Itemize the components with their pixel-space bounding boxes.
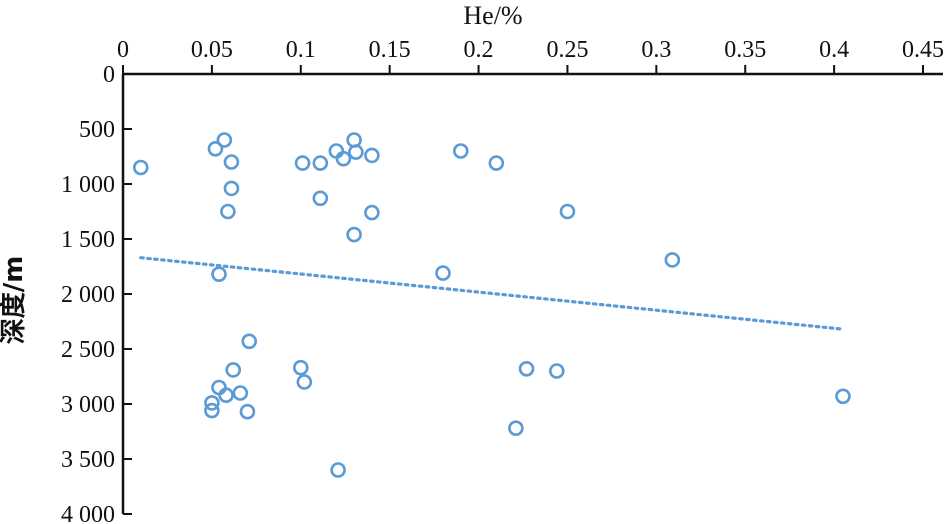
x-tick-label: 0.25 (546, 37, 588, 63)
y-tick-label: 0 (103, 62, 115, 88)
x-tick-label: 0.4 (819, 37, 849, 63)
y-tick-label: 2 500 (61, 337, 115, 363)
data-point (664, 252, 681, 268)
axes (121, 72, 943, 514)
trend-line (139, 256, 845, 331)
data-point (348, 144, 364, 160)
y-ticks: 0 500 1 000 1 500 2 000 2 500 3 000 3 500 4 000 (61, 62, 132, 524)
data-point (335, 150, 352, 167)
y-axis-title: 深度/m (0, 256, 29, 345)
x-tick-label: 0.15 (369, 37, 411, 63)
x-axis-title: He/% (463, 1, 522, 30)
data-point (548, 363, 565, 379)
data-point (330, 462, 346, 478)
x-tick-label: 0 (117, 37, 129, 63)
data-point (559, 203, 576, 220)
y-tick-label: 2 000 (61, 282, 115, 308)
y-tick-label: 3 500 (61, 447, 115, 473)
data-point (346, 226, 362, 243)
data-point (220, 203, 236, 220)
data-point (132, 159, 149, 176)
data-point (312, 190, 329, 207)
data-point (207, 141, 224, 157)
data-point (241, 333, 258, 350)
data-point (835, 388, 851, 405)
data-point (296, 374, 313, 390)
data-point (452, 143, 469, 159)
x-ticks: 0 0.05 0.1 0.15 0.2 0.25 0.3 0.35 0.4 0.45 (117, 37, 944, 74)
data-point (216, 132, 233, 148)
data-point (488, 155, 505, 171)
x-tick-label: 0.1 (286, 37, 316, 63)
y-tick-label: 1 000 (61, 172, 115, 198)
points-layer (132, 132, 851, 478)
x-tick-label: 0.2 (464, 37, 494, 63)
x-tick-label: 0.3 (641, 37, 671, 63)
data-point (239, 403, 256, 420)
data-point (232, 385, 249, 401)
trend-layer (139, 256, 845, 331)
x-tick-label: 0.05 (191, 37, 233, 63)
data-point (312, 155, 329, 171)
data-point (364, 147, 380, 164)
data-point (294, 155, 311, 171)
y-tick-label: 500 (79, 117, 115, 143)
y-tick-label: 4 000 (61, 502, 115, 524)
data-point (211, 266, 227, 283)
data-point (223, 180, 240, 197)
data-point (435, 265, 451, 281)
y-tick-label: 3 000 (61, 392, 115, 418)
x-tick-label: 0.35 (724, 37, 766, 63)
x-tick-label: 0.45 (902, 37, 944, 63)
y-tick-label: 1 500 (61, 227, 115, 253)
data-point (508, 420, 524, 437)
data-point (218, 387, 234, 404)
data-point (204, 402, 220, 419)
data-point (225, 362, 242, 378)
data-point (518, 360, 535, 377)
data-point (364, 204, 380, 221)
data-point (204, 395, 220, 411)
data-point (223, 154, 240, 170)
data-point (292, 359, 309, 376)
